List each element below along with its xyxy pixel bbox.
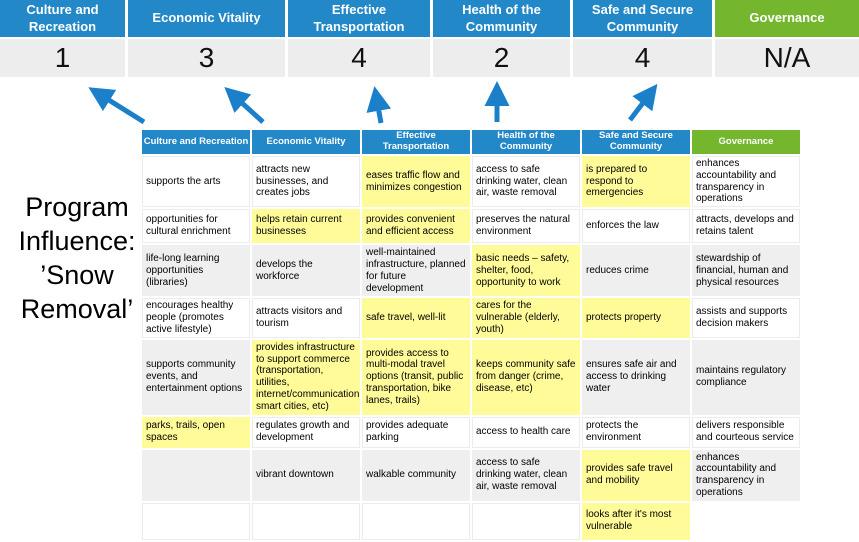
matrix-cell: provides infrastructure to support comme…: [252, 339, 360, 415]
summary-score-economic-vitality: 3: [128, 39, 285, 77]
matrix-cell: stewardship of financial, human and phys…: [692, 245, 800, 297]
matrix-cell: enhances accountability and transparency…: [692, 449, 800, 501]
matrix-cell: reduces crime: [582, 245, 690, 297]
program-influence-label: Program Influence: ’Snow Removal’: [2, 190, 152, 326]
matrix-cell: delivers responsible and courteous servi…: [692, 416, 800, 448]
matrix-row: opportunities for cultural enrichment he…: [142, 209, 800, 244]
matrix-cell: basic needs – safety, shelter, food, opp…: [472, 245, 580, 297]
matrix-cell: enhances accountability and transparency…: [692, 156, 800, 208]
program-label-line: Influence:: [18, 226, 136, 256]
matrix-cell: provides convenient and efficient access: [362, 209, 470, 244]
matrix-cell: develops the workforce: [252, 245, 360, 297]
summary-score-governance: N/A: [715, 39, 859, 77]
summary-header-economic-vitality: Economic Vitality: [128, 0, 285, 37]
matrix-cell: supports the arts: [142, 156, 250, 208]
matrix-cell: access to health care: [472, 416, 580, 448]
matrix-row: vibrant downtown walkable community acce…: [142, 449, 800, 501]
matrix-cell: attracts new businesses, and creates job…: [252, 156, 360, 208]
influence-arrows: [88, 81, 658, 125]
matrix-cell: preserves the natural environment: [472, 209, 580, 244]
matrix-cell: access to safe drinking water, clean air…: [472, 449, 580, 501]
matrix-cell: eases traffic flow and minimizes congest…: [362, 156, 470, 208]
matrix-row: parks, trails, open spaces regulates gro…: [142, 416, 800, 448]
program-label-line: Program: [25, 192, 129, 222]
summary-header-culture-and-recreation: Culture and Recreation: [0, 0, 125, 37]
matrix-cell: [252, 502, 360, 540]
program-label-line: ’Snow: [40, 260, 114, 290]
matrix-cell: looks after it's most vulnerable: [582, 502, 690, 540]
summary-band: Culture and Recreation Economic Vitality…: [0, 0, 859, 77]
arrow-economic-vitality: [224, 86, 265, 124]
matrix-cell: [362, 502, 470, 540]
summary-score-culture-and-recreation: 1: [0, 39, 125, 77]
matrix-header-governance: Governance: [692, 130, 800, 154]
matrix-cell: access to safe drinking water, clean air…: [472, 156, 580, 208]
matrix-cell: helps retain current businesses: [252, 209, 360, 244]
summary-header-governance: Governance: [715, 0, 859, 37]
matrix-row: looks after it's most vulnerable: [142, 502, 800, 540]
matrix-cell: [142, 502, 250, 540]
matrix-header-safe-and-secure-community: Safe and Secure Community: [582, 130, 690, 154]
matrix-cell: maintains regulatory compliance: [692, 339, 800, 415]
matrix-row: life-long learning opportunities (librar…: [142, 245, 800, 297]
matrix-cell: provides access to multi-modal travel op…: [362, 339, 470, 415]
matrix-cell: [692, 502, 800, 540]
matrix-cell: protects the environment: [582, 416, 690, 448]
matrix-header-effective-transportation: Effective Transportation: [362, 130, 470, 154]
matrix-cell: protects property: [582, 298, 690, 338]
matrix-cell: is prepared to respond to emergencies: [582, 156, 690, 208]
matrix-cell: ensures safe air and access to drinking …: [582, 339, 690, 415]
matrix-cell: provides safe travel and mobility: [582, 449, 690, 501]
summary-score-safe-and-secure-community: 4: [573, 39, 712, 77]
matrix-cell: keeps community safe from danger (crime,…: [472, 339, 580, 415]
matrix-cell: attracts visitors and tourism: [252, 298, 360, 338]
matrix-row: supports community events, and entertain…: [142, 339, 800, 415]
matrix-cell: cares for the vulnerable (elderly, youth…: [472, 298, 580, 338]
matrix-cell: regulates growth and development: [252, 416, 360, 448]
arrow-safe-and-secure-community: [628, 83, 658, 122]
matrix-cell: enforces the law: [582, 209, 690, 244]
outcomes-matrix: Culture and Recreation Economic Vitality…: [140, 128, 802, 542]
summary-header-effective-transportation: Effective Transportation: [288, 0, 430, 37]
matrix-row: supports the arts attracts new businesse…: [142, 156, 800, 208]
program-label-line: Removal’: [20, 294, 134, 324]
matrix-cell: [472, 502, 580, 540]
matrix-cell: safe travel, well-lit: [362, 298, 470, 338]
matrix-cell: life-long learning opportunities (librar…: [142, 245, 250, 297]
arrow-effective-transportation: [366, 86, 392, 124]
matrix-header-economic-vitality: Economic Vitality: [252, 130, 360, 154]
summary-header-health-of-the-community: Health of the Community: [433, 0, 570, 37]
matrix-cell: parks, trails, open spaces: [142, 416, 250, 448]
matrix-header-health-of-the-community: Health of the Community: [472, 130, 580, 154]
matrix-cell: assists and supports decision makers: [692, 298, 800, 338]
matrix-header-culture-and-recreation: Culture and Recreation: [142, 130, 250, 154]
matrix-header-row: Culture and Recreation Economic Vitality…: [142, 130, 800, 154]
matrix-cell: [142, 449, 250, 501]
matrix-row: encourages healthy people (promotes acti…: [142, 298, 800, 338]
matrix-cell: attracts, develops and retains talent: [692, 209, 800, 244]
summary-header-safe-and-secure-community: Safe and Secure Community: [573, 0, 712, 37]
matrix-cell: opportunities for cultural enrichment: [142, 209, 250, 244]
summary-score-effective-transportation: 4: [288, 39, 430, 77]
matrix-cell: well-maintained infrastructure, planned …: [362, 245, 470, 297]
matrix-cell: provides adequate parking: [362, 416, 470, 448]
matrix-cell: supports community events, and entertain…: [142, 339, 250, 415]
matrix-cell: walkable community: [362, 449, 470, 501]
matrix-cell: encourages healthy people (promotes acti…: [142, 298, 250, 338]
matrix-cell: vibrant downtown: [252, 449, 360, 501]
summary-score-health-of-the-community: 2: [433, 39, 570, 77]
arrow-culture-and-recreation: [88, 87, 146, 125]
